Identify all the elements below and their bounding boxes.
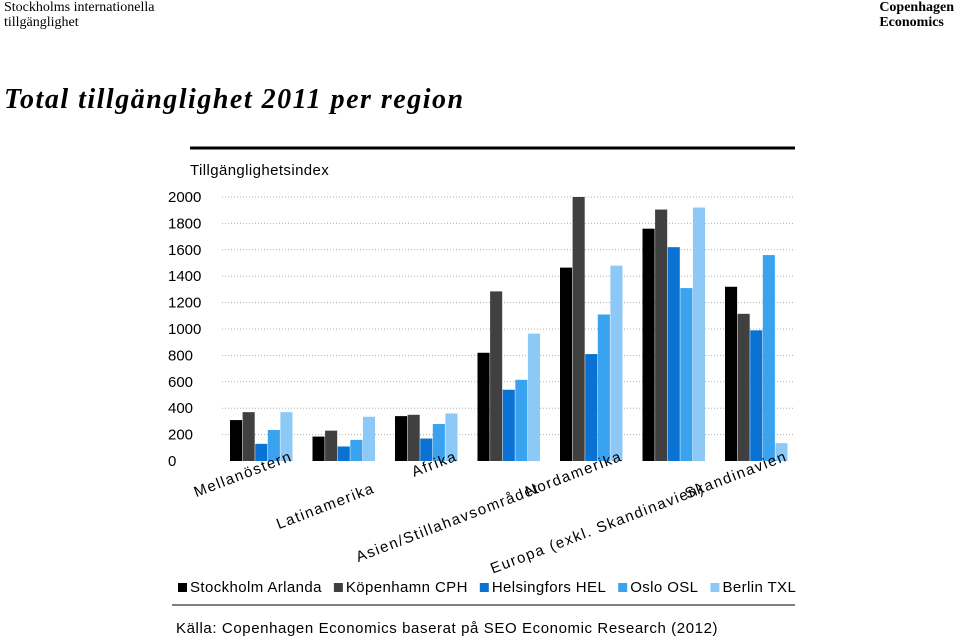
legend-swatch <box>710 583 720 592</box>
y-tick-label: 800 <box>168 347 193 364</box>
bar <box>420 438 433 461</box>
legend-swatch <box>618 583 628 592</box>
bar <box>680 288 693 461</box>
bar <box>255 443 268 461</box>
bar <box>692 207 705 461</box>
bar <box>350 439 363 461</box>
y-tick-label: 1400 <box>168 268 201 285</box>
bar <box>477 352 490 461</box>
bar <box>337 446 350 461</box>
bar <box>527 333 540 461</box>
bar <box>560 267 573 461</box>
bar <box>432 424 445 461</box>
y-tick-label: 2000 <box>168 189 201 206</box>
legend-label: Oslo OSL <box>630 579 698 596</box>
bar <box>515 379 528 461</box>
header-left-line2: tillgänglighet <box>4 15 79 30</box>
header-left: Stockholms internationella tillgänglighe… <box>4 0 154 30</box>
legend-swatch <box>479 583 489 592</box>
bar <box>407 414 420 461</box>
y-tick-label: 1600 <box>168 242 201 259</box>
y-tick-label: 1800 <box>168 215 201 232</box>
y-tick-label: 200 <box>168 427 193 444</box>
bar <box>230 420 243 461</box>
bar <box>655 209 668 461</box>
bar <box>572 197 585 461</box>
bar <box>737 313 750 461</box>
legend-label: Stockholm Arlanda <box>190 579 322 596</box>
y-tick-label: 1000 <box>168 321 201 338</box>
bar <box>775 443 788 461</box>
bar <box>585 354 598 461</box>
legend-label: Berlin TXL <box>722 579 796 596</box>
legend-label: Köpenhamn CPH <box>346 579 468 596</box>
legend-label: Helsingfors HEL <box>492 579 606 596</box>
bar <box>750 330 763 461</box>
bar <box>597 314 610 461</box>
bar <box>312 436 325 461</box>
bar <box>445 413 458 461</box>
bar <box>610 265 623 461</box>
bar <box>362 416 375 461</box>
x-tick-label: Latinamerika <box>274 480 377 533</box>
legend-swatch <box>333 583 343 592</box>
brand-line1: Copenhagen <box>879 0 954 15</box>
y-tick-label: 400 <box>168 400 193 417</box>
bar <box>642 228 655 461</box>
legend-swatch <box>178 583 187 592</box>
source-note: Källa: Copenhagen Economics baserat på S… <box>176 620 719 637</box>
y-tick-label: 0 <box>168 453 176 470</box>
bar <box>490 291 503 461</box>
bar <box>267 429 280 461</box>
bar <box>762 255 775 461</box>
bar <box>242 412 255 461</box>
header-left-line1: Stockholms internationella <box>4 0 155 15</box>
brand-logo: Copenhagen Economics <box>879 0 954 30</box>
bar <box>725 286 738 461</box>
bar <box>325 430 338 461</box>
bar <box>280 412 293 461</box>
y-tick-label: 600 <box>168 374 193 391</box>
bar <box>667 247 680 461</box>
bar <box>502 389 515 461</box>
bar <box>395 416 408 461</box>
y-tick-label: 1200 <box>168 295 201 312</box>
y-axis-label: Tillgänglighetsindex <box>190 162 329 179</box>
bar-chart: Tillgänglighetsindex 0 200 400 600 800 1000 120… <box>168 146 796 606</box>
page-title: Total tillgänglighet 2011 per region <box>4 84 465 115</box>
brand-line2: Economics <box>879 15 944 30</box>
